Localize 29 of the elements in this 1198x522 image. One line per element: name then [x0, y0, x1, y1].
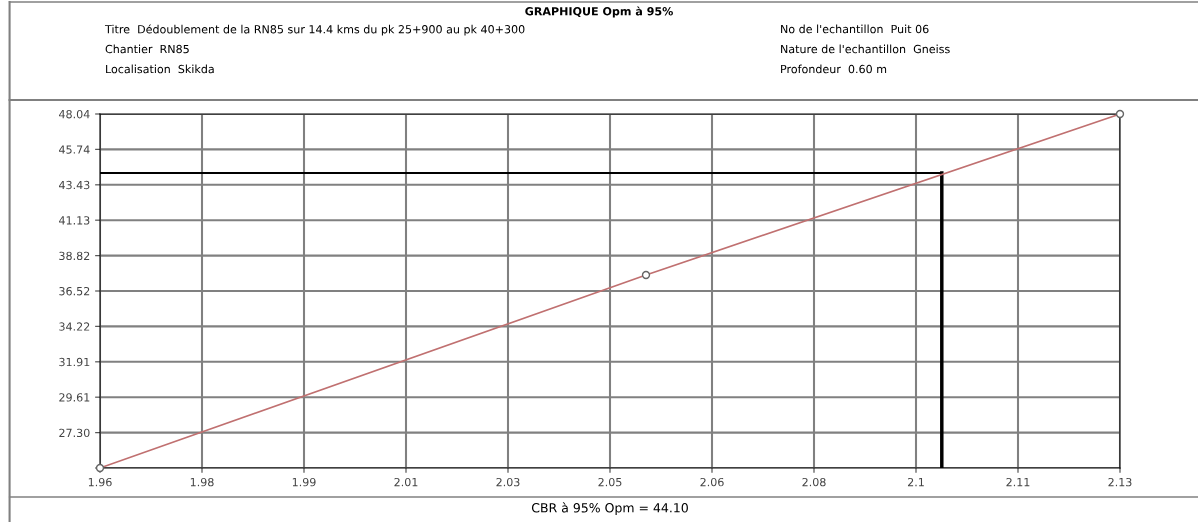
y-tick-label: 41.13	[59, 216, 90, 225]
y-tick-label: 27.30	[59, 428, 90, 438]
x-tick-label: 2.01	[394, 477, 418, 487]
chart-title: GRAPHIQUE Opm à 95%	[525, 6, 673, 18]
x-axis-title: CBR à 95% Opm = 44.10	[531, 502, 688, 515]
y-tick-label: 48.04	[59, 109, 90, 119]
text: Nature de l'echantillon Gneiss	[781, 44, 950, 54]
y-tick-label: 43.43	[59, 180, 90, 190]
text: Chantier RN85	[105, 44, 189, 54]
x-tick-label: 2.11	[1006, 477, 1030, 487]
y-tick-label: 36.52	[59, 286, 90, 296]
x-tick-label: 1.96	[88, 477, 112, 487]
y-tick-label: 29.61	[59, 393, 90, 402]
text: Profondeur 0.60 m	[781, 64, 887, 74]
y-tick-label: 31.91	[59, 357, 90, 367]
x-tick-label: 1.98	[190, 477, 214, 487]
x-tick-label: 1.99	[292, 477, 316, 487]
x-tick-label: 2.05	[598, 477, 622, 487]
text: Titre Dédoublement de la RN85 sur 14.4 kms du pk 25+900 au pk 40+300	[104, 24, 525, 36]
y-tick-label: 45.74	[59, 145, 90, 154]
x-tick-label: 2.06	[700, 477, 724, 487]
y-tick-label: 34.22	[59, 322, 90, 331]
text: No de l'echantillon Puit 06	[781, 24, 929, 34]
x-tick-label: 2.03	[496, 477, 520, 487]
text: Localisation Skikda	[106, 64, 214, 74]
x-tick-label: 2.13	[1108, 477, 1132, 487]
y-tick-label: 38.82	[59, 251, 90, 261]
x-tick-label: 2.08	[802, 477, 826, 487]
x-tick-label: 2.1	[907, 477, 924, 487]
